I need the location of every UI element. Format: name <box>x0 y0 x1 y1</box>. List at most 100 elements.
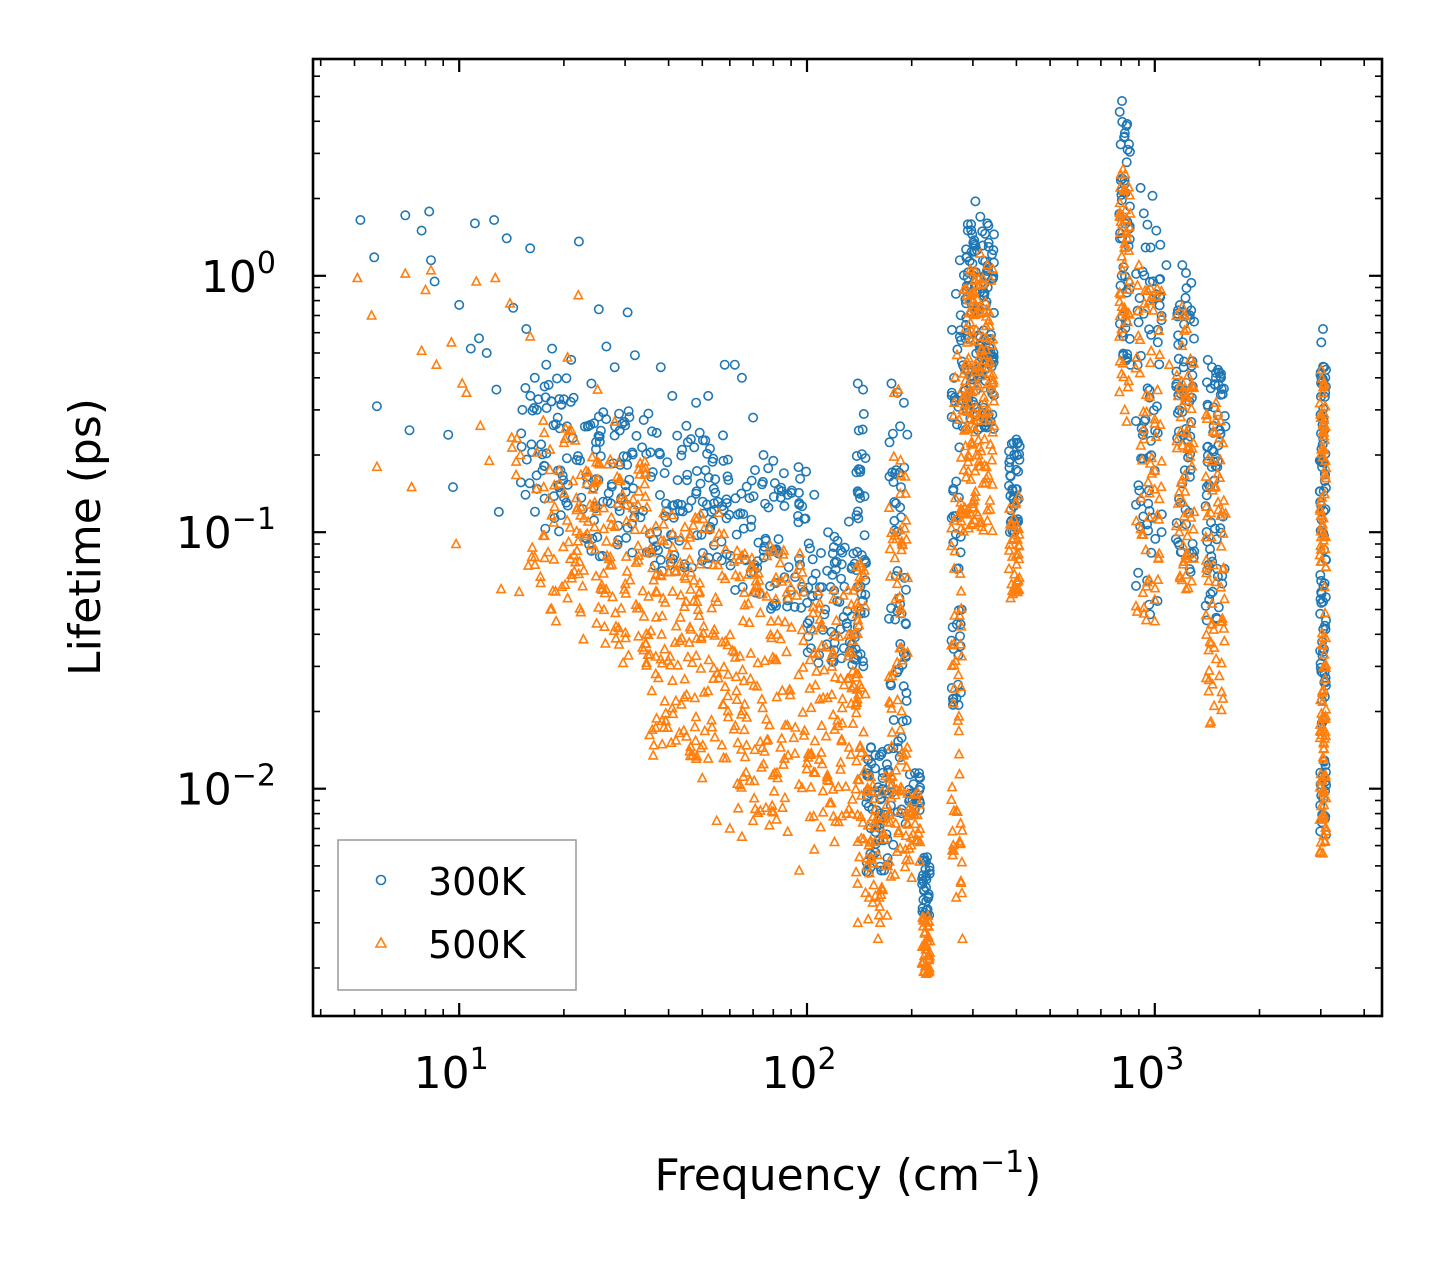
data-point-500K <box>964 305 976 316</box>
data-point-500K <box>840 780 852 791</box>
data-point-500K <box>1184 450 1196 461</box>
data-point-500K <box>574 602 586 613</box>
data-point-500K <box>686 656 698 668</box>
data-point-500K <box>1117 357 1129 368</box>
data-point-500K <box>865 770 877 782</box>
data-point-500K <box>841 807 853 818</box>
data-point-500K <box>805 781 817 792</box>
data-point-300K <box>1011 464 1022 475</box>
data-point-500K <box>1319 542 1331 554</box>
data-point-500K <box>835 672 847 684</box>
data-point-300K <box>595 425 606 436</box>
data-point-500K <box>1144 457 1156 468</box>
data-point-300K <box>1202 354 1213 365</box>
data-point-500K <box>662 721 674 733</box>
data-point-300K <box>1217 389 1228 400</box>
data-point-300K <box>887 428 898 439</box>
data-point-500K <box>1212 405 1224 417</box>
data-point-500K <box>986 478 999 489</box>
data-point-500K <box>902 818 914 829</box>
data-point-500K <box>549 585 562 596</box>
data-point-500K <box>761 590 773 601</box>
data-point-300K <box>823 527 834 538</box>
data-point-500K <box>894 523 906 535</box>
data-point-500K <box>899 843 912 854</box>
data-point-300K <box>1145 609 1156 620</box>
x-tick-label: 103 <box>1109 1042 1184 1099</box>
data-point-500K <box>923 920 935 931</box>
data-point-300K <box>627 449 638 460</box>
data-point-500K <box>1201 408 1213 419</box>
data-point-500K <box>596 578 608 590</box>
data-point-300K <box>654 489 665 500</box>
data-point-300K <box>1133 567 1144 578</box>
data-point-300K <box>629 350 640 361</box>
data-point-300K <box>982 218 993 229</box>
data-point-300K <box>758 552 769 563</box>
data-point-300K <box>416 225 427 236</box>
data-point-500K <box>980 472 992 483</box>
data-point-500K <box>460 386 473 398</box>
data-point-500K <box>644 526 656 538</box>
data-point-500K <box>883 670 895 682</box>
data-point-300K <box>626 518 637 529</box>
data-point-500K <box>550 614 562 626</box>
data-point-500K <box>738 674 750 686</box>
data-point-500K <box>633 549 645 560</box>
data-point-500K <box>872 848 884 860</box>
data-point-500K <box>690 649 702 661</box>
data-point-300K <box>622 307 633 318</box>
data-point-500K <box>1318 737 1330 748</box>
data-point-500K <box>553 477 565 489</box>
data-point-500K <box>754 606 766 618</box>
data-point-300K <box>988 229 999 240</box>
data-point-500K <box>534 570 546 582</box>
data-point-500K <box>585 538 597 550</box>
data-point-500K <box>535 576 547 588</box>
data-point-300K <box>1161 260 1172 271</box>
data-point-500K <box>902 646 914 657</box>
data-point-500K <box>506 431 518 442</box>
data-point-300K <box>674 505 685 516</box>
data-point-500K <box>1118 183 1130 194</box>
data-point-500K <box>562 351 574 362</box>
data-point-500K <box>1182 581 1194 593</box>
data-point-300K <box>529 372 540 383</box>
data-point-500K <box>1120 226 1132 238</box>
data-point-500K <box>1119 403 1131 415</box>
data-point-500K <box>759 654 771 666</box>
data-point-300K <box>1154 359 1165 370</box>
data-point-300K <box>1185 566 1196 577</box>
data-point-300K <box>981 265 992 276</box>
data-point-500K <box>796 781 808 793</box>
data-point-500K <box>575 500 587 512</box>
data-point-500K <box>858 764 870 776</box>
data-point-500K <box>732 802 744 813</box>
data-point-300K <box>723 475 734 486</box>
data-point-300K <box>763 463 774 474</box>
data-point-500K <box>820 641 832 652</box>
data-point-300K <box>700 435 711 446</box>
data-point-500K <box>542 545 554 557</box>
data-point-500K <box>1188 381 1200 393</box>
data-point-500K <box>952 668 964 680</box>
data-point-300K <box>662 457 673 468</box>
data-point-500K <box>1144 356 1156 368</box>
data-point-500K <box>1317 639 1329 650</box>
data-point-300K <box>861 791 872 802</box>
data-point-500K <box>921 935 934 946</box>
data-point-500K <box>871 812 884 823</box>
data-point-500K <box>1316 555 1328 566</box>
data-point-500K <box>1209 426 1221 437</box>
data-point-500K <box>779 615 791 627</box>
data-point-500K <box>684 745 696 756</box>
data-point-500K <box>853 618 865 630</box>
data-point-300K <box>1155 239 1166 250</box>
data-point-300K <box>667 390 678 401</box>
data-point-300K <box>551 373 562 384</box>
data-point-500K <box>754 735 766 747</box>
data-point-500K <box>1208 641 1220 652</box>
data-point-500K <box>1315 836 1327 847</box>
data-point-500K <box>1144 390 1156 401</box>
data-point-500K <box>589 501 601 512</box>
